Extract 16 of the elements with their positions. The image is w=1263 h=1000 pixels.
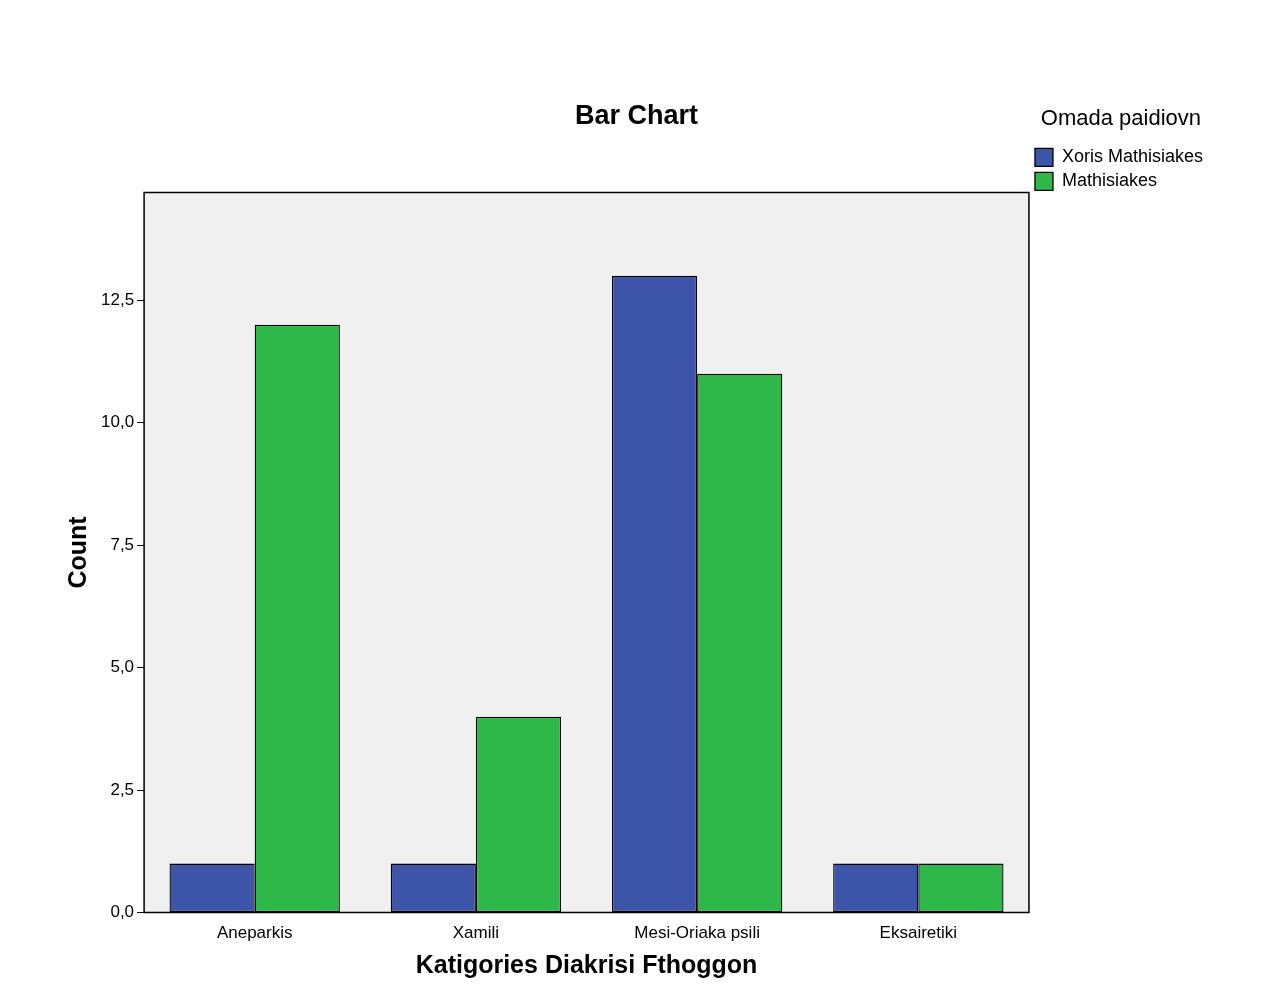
x-tick-label: Eksairetiki — [879, 923, 958, 943]
legend-label: Mathisiakes — [1061, 170, 1157, 191]
y-tick-label: 5,0 — [110, 657, 135, 677]
y-tick-label: 0,0 — [110, 902, 135, 922]
y-tick-label: 12,5 — [100, 289, 135, 309]
chart-title: Bar Chart — [574, 99, 699, 130]
y-axis-title: Count — [62, 515, 91, 589]
x-tick-label: Aneparkis — [216, 923, 293, 943]
legend-title: Omada paidiovn — [1040, 105, 1202, 131]
y-tick-label: 7,5 — [110, 534, 135, 554]
x-tick-label: Mesi-Oriaka psili — [634, 923, 760, 943]
legend-label: Xoris Mathisiakes — [1061, 146, 1203, 167]
x-axis-title: Katigories Diakrisi Fthoggon — [415, 949, 758, 978]
y-tick-label: 2,5 — [110, 779, 135, 799]
x-tick-label: Xamili — [452, 923, 500, 943]
y-tick-label: 10,0 — [100, 412, 135, 432]
